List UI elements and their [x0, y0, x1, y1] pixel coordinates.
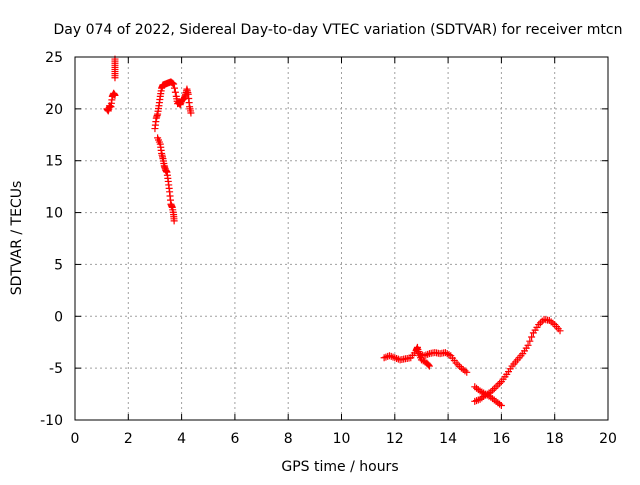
y-tick-label: 25 [45, 50, 63, 66]
chart-title: Day 074 of 2022, Sidereal Day-to-day VTE… [54, 22, 623, 38]
x-tick-label: 12 [386, 431, 404, 447]
data-point [170, 80, 178, 88]
data-point [425, 362, 433, 370]
data-point [187, 109, 195, 117]
ticks: 0 2 4 6 8 10 12 14 16 18 20 -10 -5 0 5 10 15 20 25 [40, 50, 617, 447]
data-point [497, 401, 505, 409]
y-axis-label: SDTVAR / TECUs [9, 181, 25, 296]
x-tick-label: 10 [333, 431, 351, 447]
y-tick-label: 5 [54, 257, 63, 273]
data-point [528, 333, 536, 341]
data-point [454, 361, 462, 369]
grid [75, 57, 608, 420]
y-tick-label: 0 [54, 309, 63, 325]
y-tick-label: 20 [45, 102, 63, 118]
y-tick-label: 15 [45, 154, 63, 170]
data-point [169, 79, 177, 87]
data-point [382, 353, 390, 361]
data-point [496, 379, 504, 387]
y-tick-label: 10 [45, 206, 63, 222]
data-points [103, 55, 564, 409]
data-point [456, 362, 464, 370]
data-point [494, 381, 502, 389]
data-point [424, 350, 432, 358]
data-point [492, 383, 500, 391]
x-axis-label: GPS time / hours [281, 459, 398, 475]
data-point [538, 317, 546, 325]
data-point [536, 319, 544, 327]
x-tick-label: 6 [230, 431, 239, 447]
data-point [425, 361, 433, 369]
x-tick-label: 20 [599, 431, 617, 447]
data-point [524, 341, 532, 349]
data-point [490, 385, 498, 393]
data-point [170, 84, 178, 92]
data-point [463, 368, 471, 376]
data-point [111, 91, 119, 99]
x-tick-label: 2 [124, 431, 133, 447]
data-point [171, 88, 179, 96]
x-tick-label: 18 [546, 431, 564, 447]
y-tick-label: -10 [40, 413, 63, 429]
x-tick-label: 0 [71, 431, 80, 447]
data-point [170, 217, 178, 225]
x-tick-label: 14 [439, 431, 457, 447]
x-tick-label: 4 [177, 431, 186, 447]
data-point [556, 327, 564, 335]
y-tick-label: -5 [49, 361, 63, 377]
x-tick-label: 16 [492, 431, 510, 447]
data-point [526, 337, 534, 345]
x-tick-label: 8 [284, 431, 293, 447]
